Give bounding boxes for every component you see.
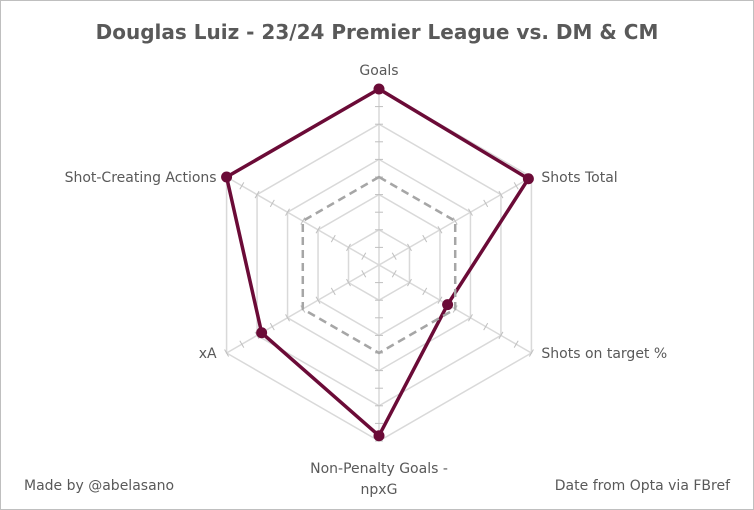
axis-tick [361,252,367,260]
axis-tick [422,287,428,296]
credit-source: Date from Opta via FBref [554,478,730,494]
axis-label: Shots on target % [541,346,667,362]
axis-tick [437,226,443,234]
axis-tick [468,314,473,322]
axis-label: Shots Total [541,170,617,186]
series-point [373,430,385,442]
axis-tick [452,217,458,225]
series-point [442,299,454,311]
axis-tick [300,217,306,225]
series-point [256,327,268,339]
credit-author: Made by @abelasano [24,478,175,494]
series-point [373,83,385,95]
axis-tick [391,270,397,278]
axis-tick [315,296,321,304]
axis-tick [528,349,534,357]
axis-label: Shot-Creating Actions [65,170,217,186]
chart-title: Douglas Luiz - 23/24 Premier League vs. … [95,20,659,44]
axis-tick [513,340,519,348]
axis-label: Goals [359,63,398,79]
axis-tick [269,199,275,208]
series-line-1 [301,175,457,355]
axis-tick [391,252,397,260]
axis-tick [285,314,290,322]
axis-tick [437,296,443,304]
axis-tick [483,322,489,331]
axis-tick [315,226,321,234]
axis-tick [483,199,489,208]
axis-tick [239,182,245,190]
axis-tick [330,287,336,296]
axis-tick [330,234,336,243]
axis-tick [239,340,245,348]
axis-tick [422,234,428,243]
axis-tick [468,208,473,216]
axis-label: xA [199,346,217,362]
series-point [221,171,233,183]
axis-tick [498,190,504,199]
axis-tick [498,331,504,340]
axis-tick [269,322,275,331]
axis-tick [346,278,351,287]
axis-tick [346,243,351,252]
series-point [522,173,534,185]
axis-tick [224,349,230,357]
axis-tick [513,182,519,190]
axis-tick [407,278,412,287]
axis-label: Non-Penalty Goals -npxG [310,461,448,498]
axis-tick [285,208,290,216]
axis-tick [361,270,367,278]
axis-tick [407,243,412,252]
axis-tick [254,190,260,199]
series-line-0 [224,87,531,438]
